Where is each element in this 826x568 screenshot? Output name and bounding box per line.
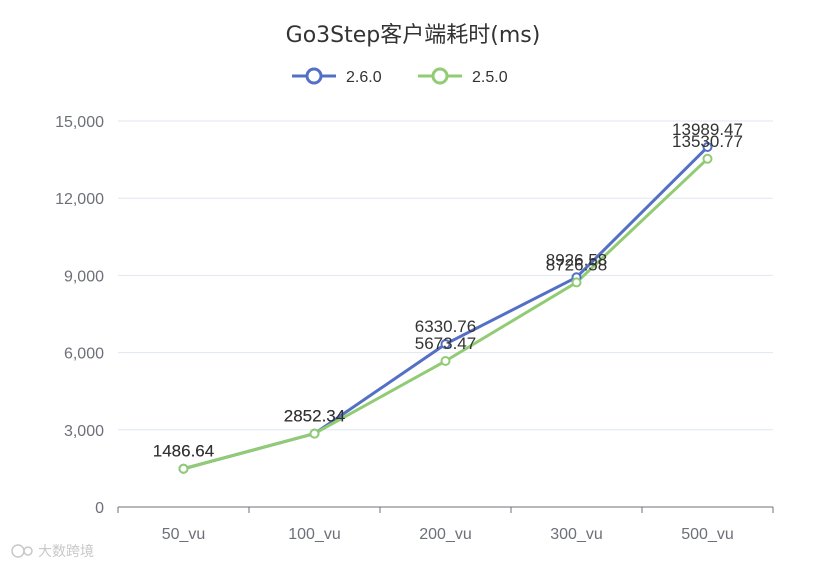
data-point[interactable]: [702, 142, 713, 153]
data-label: 8926.58: [546, 250, 607, 269]
watermark: 大数跨境: [11, 543, 94, 559]
watermark-text: 大数跨境: [38, 543, 94, 559]
grid-lines: [118, 120, 773, 431]
chart-title: Go3Step客户端耗时(ms): [286, 23, 541, 48]
y-tick-label: 15,000: [55, 114, 104, 131]
legend-item-1[interactable]: 2.5.0: [418, 67, 508, 86]
data-labels: 1486.642852.346330.768926.5813989.471486…: [153, 120, 743, 461]
watermark-logo-icon: [11, 544, 25, 558]
data-label: 13530.77: [672, 132, 743, 151]
x-tick-label: 50_vu: [162, 526, 206, 543]
data-point[interactable]: [440, 356, 451, 367]
data-point[interactable]: [440, 339, 451, 350]
data-point[interactable]: [309, 428, 320, 439]
data-label: 6330.76: [415, 317, 476, 336]
data-point[interactable]: [702, 153, 713, 164]
series-line-0: [183, 145, 709, 471]
legend: 2.6.0 2.5.0: [292, 67, 508, 86]
data-label: 2852.34: [284, 407, 345, 426]
y-tick-label: 12,000: [55, 191, 104, 208]
x-tick-label: 500_vu: [681, 526, 734, 543]
y-tick-label: 9,000: [64, 268, 104, 285]
data-label: 13989.47: [672, 120, 743, 139]
legend-label-1: 2.5.0: [472, 69, 508, 86]
data-label: 1486.64: [153, 442, 214, 461]
y-tick-label: 6,000: [64, 346, 104, 363]
data-label: 8726.58: [546, 255, 607, 274]
y-tick-label: 3,000: [64, 423, 104, 440]
data-point[interactable]: [571, 277, 582, 288]
data-point[interactable]: [178, 463, 189, 474]
data-label: 2852.34: [284, 407, 345, 426]
series-lines: [178, 142, 713, 474]
legend-item-0[interactable]: 2.6.0: [292, 67, 382, 86]
x-axis: 50_vu 100_vu 200_vu 300_vu 500_vu: [117, 506, 774, 543]
y-tick-label: 0: [95, 500, 104, 517]
legend-label-0: 2.6.0: [346, 69, 382, 86]
series-line-1: [183, 157, 709, 471]
x-tick-label: 200_vu: [419, 526, 472, 543]
y-axis: 0 3,000 6,000 9,000 12,000 15,000: [55, 114, 104, 517]
data-label: 5673.47: [415, 334, 476, 353]
watermark-logo-dot-icon: [23, 546, 33, 556]
x-tick-label: 300_vu: [550, 526, 603, 543]
x-tick-label: 100_vu: [288, 526, 341, 543]
data-label: 1486.64: [153, 442, 214, 461]
